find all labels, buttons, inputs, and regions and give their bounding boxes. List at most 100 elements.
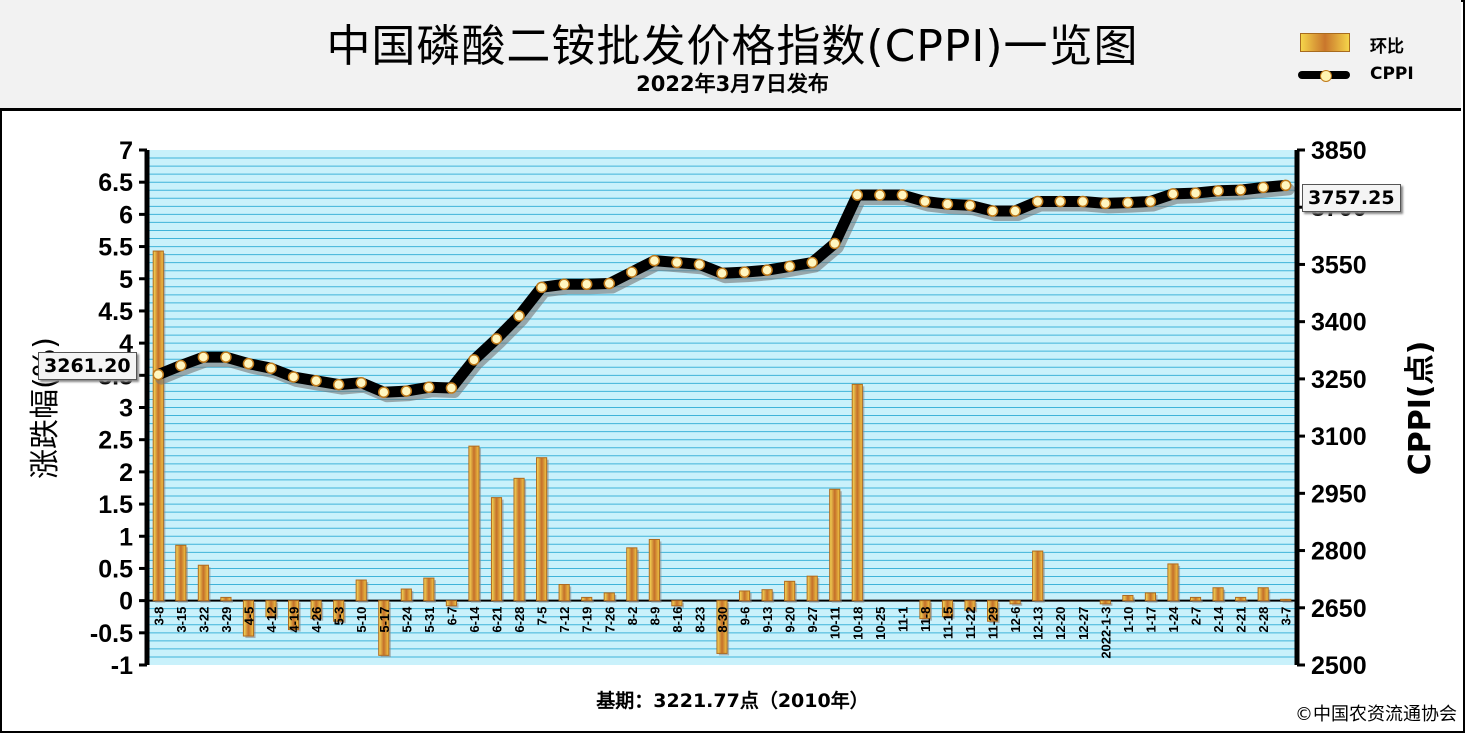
right-tick-label: 3400 [1311,309,1367,337]
x-tick-label: 12-13 [1031,607,1046,640]
cppi-point [783,260,796,273]
x-tick-label: 7-26 [602,607,617,633]
bar [197,564,209,602]
bar [445,600,457,607]
x-tick-label: 3-7 [1279,607,1294,626]
bar [242,600,255,637]
bar [784,580,796,602]
right-tick-label: 2650 [1311,595,1367,623]
bar [1032,550,1044,602]
x-tick-label: 4-19 [287,607,302,633]
base-period-note: 基期：3221.77点（2010年） [596,690,869,712]
left-tick-label: 2.5 [98,427,133,455]
x-tick-label: 11-15 [940,607,955,640]
cppi-point [1167,188,1179,200]
cppi-point [400,385,413,397]
x-tick-label: 8-16 [670,607,685,633]
x-tick-label: 3-15 [174,607,189,633]
cppi-point [874,189,886,201]
x-tick-label: 1-10 [1121,607,1136,633]
x-tick-label: 4-12 [264,607,279,633]
cppi-point [220,351,232,363]
right-tick-label: 3100 [1311,423,1367,451]
x-tick-label: 1-17 [1143,607,1158,633]
x-tick-label: 10-25 [873,607,888,640]
x-tick-label: 2-21 [1234,607,1249,633]
x-tick-label: 6-28 [512,607,527,633]
bar [1009,600,1021,605]
left-tick-label: 5.5 [98,234,133,262]
x-tick-label: 6-7 [444,607,459,626]
bar [851,383,863,602]
cppi-point [152,368,165,381]
cppi-point [1212,185,1224,197]
x-tick-label: 3-22 [196,607,211,633]
cppi-point [287,371,300,383]
cppi-point [242,357,255,370]
bar [265,600,277,618]
cppi-point [1257,181,1269,194]
x-tick-label: 5-31 [422,607,437,633]
cppi-point [580,278,593,291]
cppi-point [378,386,390,398]
x-tick-label: 8-2 [625,607,640,626]
bar [1235,596,1247,602]
left-tick-label: 3 [119,395,133,423]
cppi-point [513,310,525,322]
left-tick-label: 7 [119,137,133,165]
cppi-point [648,254,661,267]
x-tick-label: 6-14 [467,606,482,633]
right-axis-title: CPPI(点) [1403,341,1438,476]
cppi-point [468,354,480,366]
callout-start-value: 3261.20 [38,352,137,380]
bar [1122,594,1134,602]
left-tick-label: 6 [119,201,133,229]
bar [400,588,412,602]
left-tick-label: 0 [119,588,133,616]
bar [716,600,728,654]
x-tick-label: 12-6 [1008,607,1023,633]
x-tick-label: 3-29 [219,607,234,633]
chart-title: 中国磷酸二铵批发价格指数(CPPI)一览图 [326,21,1139,72]
bar [1167,563,1179,602]
x-tick-label: 8-23 [692,607,707,633]
cppi-point [1009,205,1021,217]
cppi-point [1234,184,1247,196]
bar [964,600,976,611]
x-tick-label: 9-20 [783,607,798,633]
left-tick-label: 4.5 [98,298,133,326]
chart-header: 中国磷酸二铵批发价格指数(CPPI)一览图 2022年3月7日发布 环比 CPP… [0,0,1461,111]
x-tick-label: 7-12 [557,607,572,633]
x-tick-label: 7-19 [580,607,595,633]
cppi-point [197,351,210,363]
x-tick-label: 11-1 [895,607,910,632]
cppi-point [1122,196,1134,209]
bar [671,600,683,607]
right-tick-label: 3250 [1311,366,1367,394]
legend-bar-label: 环比 [1370,37,1404,57]
bar [987,600,999,622]
bar [175,544,187,602]
cppi-point [716,267,728,279]
cppi-point [1144,195,1157,208]
bar [310,600,322,620]
cppi-point [964,199,976,212]
cppi-point [896,189,909,201]
bar [1257,587,1269,602]
bar [355,579,367,602]
left-tick-label: 2 [119,459,133,487]
left-tick-label: 1 [119,523,133,551]
cppi-point [1099,197,1112,210]
cppi-point [738,266,751,278]
cppi-point [806,256,818,269]
bar [761,589,773,602]
bar [806,575,818,602]
bar [558,584,570,602]
right-tick-label: 2500 [1311,652,1367,680]
left-tick-label: -0.5 [90,620,133,648]
cppi-point [1077,195,1089,208]
cppi-point [558,278,570,291]
left-tick-label: 6.5 [98,169,133,197]
left-tick-label: 1.5 [98,491,133,519]
x-tick-label: 9-13 [760,607,775,633]
